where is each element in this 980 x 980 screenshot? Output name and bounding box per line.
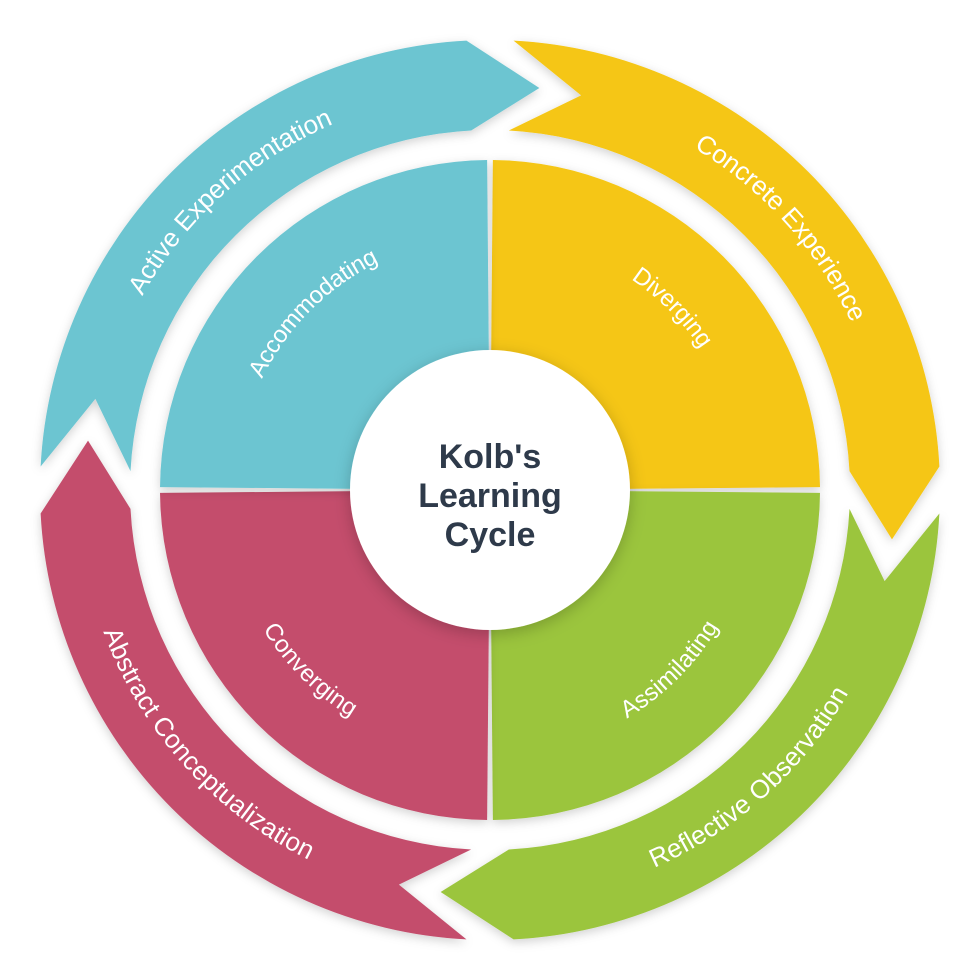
learning-cycle-diagram: Concrete ExperienceReflective Observatio… [0,0,980,980]
center-title-line-3: Cycle [445,516,536,554]
center-title-line-2: Learning [418,477,562,515]
center-title-line-1: Kolb's [439,438,542,476]
